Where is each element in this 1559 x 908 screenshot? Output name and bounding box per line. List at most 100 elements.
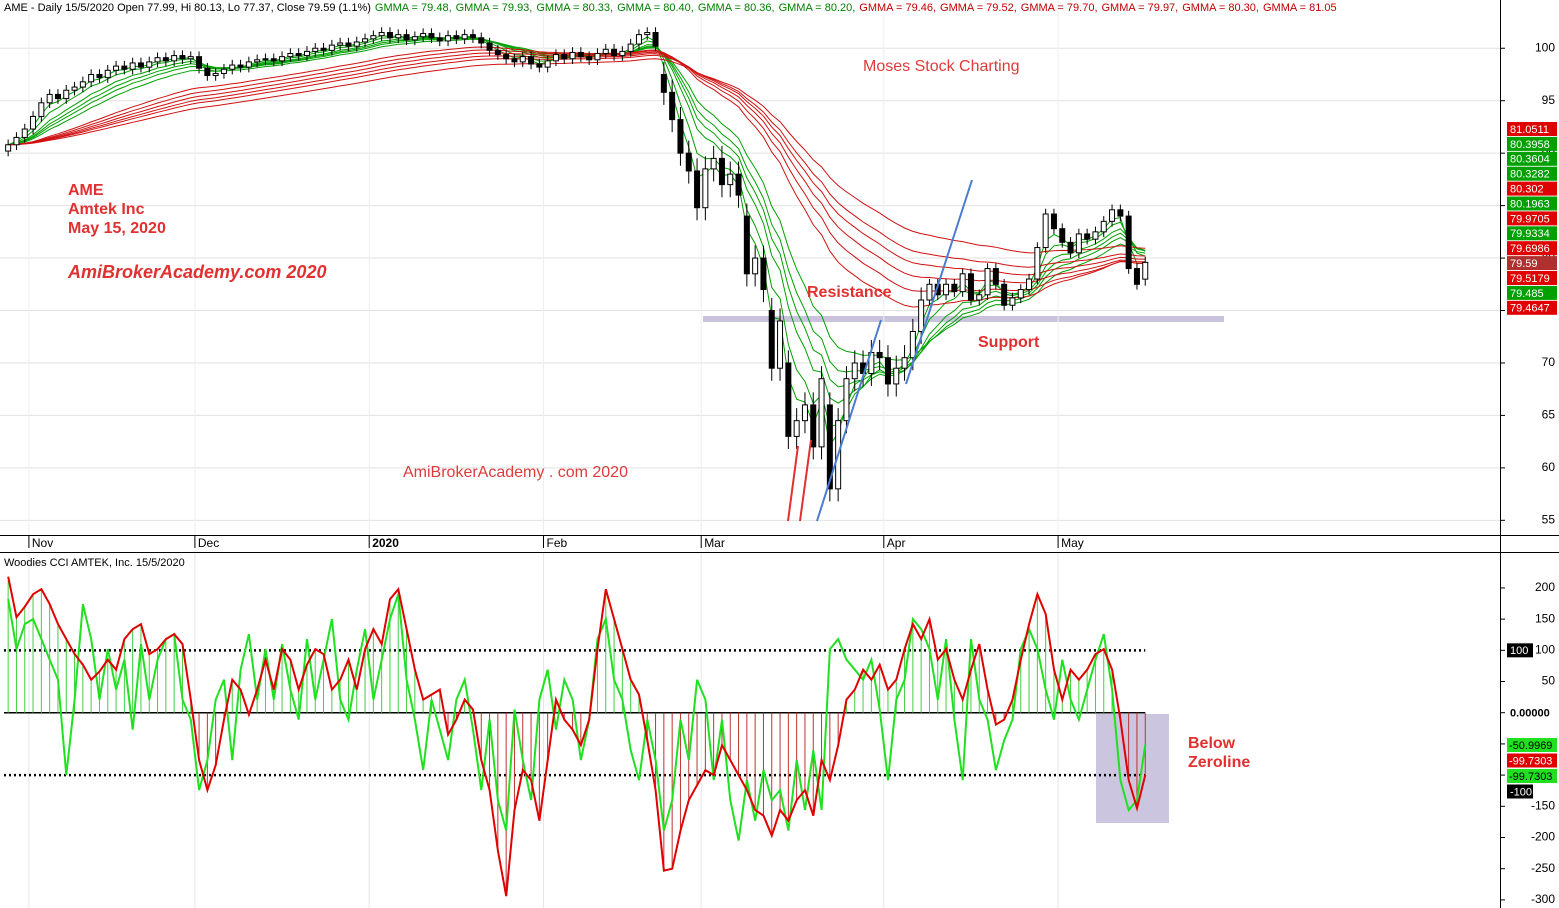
value-label: 79.9705 bbox=[1510, 213, 1550, 225]
trend-line bbox=[799, 439, 812, 522]
legend-entry: GMMA = 79.46, bbox=[859, 2, 936, 14]
candle-body bbox=[30, 115, 37, 130]
candle-body bbox=[743, 215, 750, 275]
candle-body bbox=[519, 56, 526, 63]
value-label: 80.3282 bbox=[1510, 169, 1550, 181]
value-label: 80.3604 bbox=[1510, 154, 1550, 166]
series-line bbox=[7, 593, 1147, 841]
candle-body bbox=[386, 32, 393, 39]
legend-entry: GMMA = 79.93, bbox=[456, 2, 533, 14]
candle-body bbox=[262, 58, 269, 61]
y-tick-label: 100 bbox=[1535, 643, 1555, 657]
candle-body bbox=[445, 35, 452, 42]
value-label: 79.5179 bbox=[1510, 273, 1550, 285]
gmma-line bbox=[8, 51, 1146, 284]
legend-entry: GMMA = 79.48, bbox=[375, 2, 452, 14]
candle-body bbox=[46, 93, 53, 104]
value-labels: 81.0511 80.3958 80.3604 80.3282 80.302 80.196… bbox=[1507, 122, 1557, 799]
value-label-box bbox=[1507, 151, 1557, 166]
annotation: Zeroline bbox=[1188, 754, 1250, 771]
candle-body bbox=[337, 42, 344, 46]
candle-body bbox=[1001, 283, 1008, 306]
candle-body bbox=[279, 56, 286, 62]
value-label-box bbox=[1507, 753, 1557, 768]
annotation: Support bbox=[978, 334, 1040, 351]
candle-body bbox=[254, 59, 261, 63]
candle-body bbox=[685, 152, 692, 172]
candle-body bbox=[171, 55, 178, 62]
trend-line bbox=[905, 179, 973, 385]
candle-body bbox=[635, 34, 642, 45]
reference-label: 0.00000 bbox=[1510, 708, 1550, 720]
candle-body bbox=[270, 58, 277, 62]
value-label-box bbox=[1507, 136, 1557, 151]
value-label-box bbox=[1507, 285, 1557, 300]
legend-entry: GMMA = 79.52, bbox=[940, 2, 1017, 14]
candle-body bbox=[1125, 215, 1132, 270]
y-tick-label: -200 bbox=[1531, 830, 1555, 844]
candle-body bbox=[660, 73, 667, 93]
y-tick-label: -300 bbox=[1531, 892, 1555, 906]
candle-body bbox=[1075, 233, 1082, 254]
candle-body bbox=[718, 157, 725, 186]
candle-body bbox=[179, 55, 186, 60]
reference-label: -100 bbox=[1510, 786, 1532, 798]
candle-body bbox=[503, 54, 510, 60]
value-label: 80.1963 bbox=[1510, 198, 1550, 210]
title-text: AME - Daily 15/5/2020 Open 77.99, Hi 80.… bbox=[4, 2, 371, 14]
candle-body bbox=[204, 67, 211, 77]
legend-entry: GMMA = 81.05 bbox=[1263, 2, 1337, 14]
candle-body bbox=[1026, 278, 1033, 291]
value-label: 79.59 bbox=[1510, 258, 1538, 270]
pane-title: Woodies CCI AMTEK, Inc. 15/5/2020 bbox=[4, 557, 185, 569]
candle-body bbox=[561, 54, 568, 60]
annotation: May 15, 2020 bbox=[68, 220, 166, 237]
candle-body bbox=[1142, 261, 1149, 280]
annotation: Resistance bbox=[807, 284, 892, 301]
gmma-line bbox=[8, 46, 1146, 308]
candle-body bbox=[909, 330, 916, 359]
value-label: 79.9334 bbox=[1510, 228, 1550, 240]
candle-body bbox=[154, 57, 161, 63]
candle-body bbox=[967, 273, 974, 301]
value-label-box bbox=[1507, 256, 1557, 271]
x-tick-label: May bbox=[1061, 536, 1084, 550]
candle-body bbox=[843, 378, 850, 422]
candle-body bbox=[129, 62, 136, 70]
y-tick-label: 50 bbox=[1542, 674, 1556, 688]
candle-body bbox=[38, 102, 45, 117]
legend-entry: GMMA = 80.20, bbox=[779, 2, 856, 14]
candle-body bbox=[237, 64, 244, 68]
candle-body bbox=[411, 36, 418, 41]
x-tick-label: Apr bbox=[887, 536, 906, 550]
annotation: Moses Stock Charting bbox=[863, 58, 1020, 75]
candle-body bbox=[229, 64, 236, 70]
candle-body bbox=[644, 32, 651, 36]
value-label-box bbox=[1507, 166, 1557, 181]
candle-body bbox=[801, 404, 808, 422]
legend-entry: GMMA = 80.36, bbox=[698, 2, 775, 14]
trend-line bbox=[816, 319, 882, 522]
legend-entry: GMMA = 79.70, bbox=[1021, 2, 1098, 14]
candle-body bbox=[768, 310, 775, 369]
y-tick-label: 70 bbox=[1542, 355, 1556, 369]
value-label-box bbox=[1507, 300, 1557, 315]
chart-title: AME - Daily 15/5/2020 Open 77.99, Hi 80.… bbox=[4, 2, 1337, 14]
candle-body bbox=[893, 367, 900, 385]
candle-body bbox=[121, 65, 128, 70]
candle-body bbox=[602, 48, 609, 54]
value-label-box bbox=[1507, 211, 1557, 226]
candle-body bbox=[63, 89, 70, 100]
candle-body bbox=[1100, 220, 1107, 233]
value-label: 80.3958 bbox=[1510, 139, 1550, 151]
candle-body bbox=[162, 57, 169, 62]
candle-body bbox=[552, 54, 559, 62]
value-label: 80.302 bbox=[1510, 184, 1544, 196]
candle-body bbox=[403, 34, 410, 41]
candle-body bbox=[1109, 209, 1116, 222]
candle-body bbox=[727, 173, 734, 186]
candle-body bbox=[420, 33, 427, 38]
candle-body bbox=[619, 50, 626, 57]
candle-body bbox=[851, 362, 858, 380]
candle-body bbox=[5, 144, 12, 152]
